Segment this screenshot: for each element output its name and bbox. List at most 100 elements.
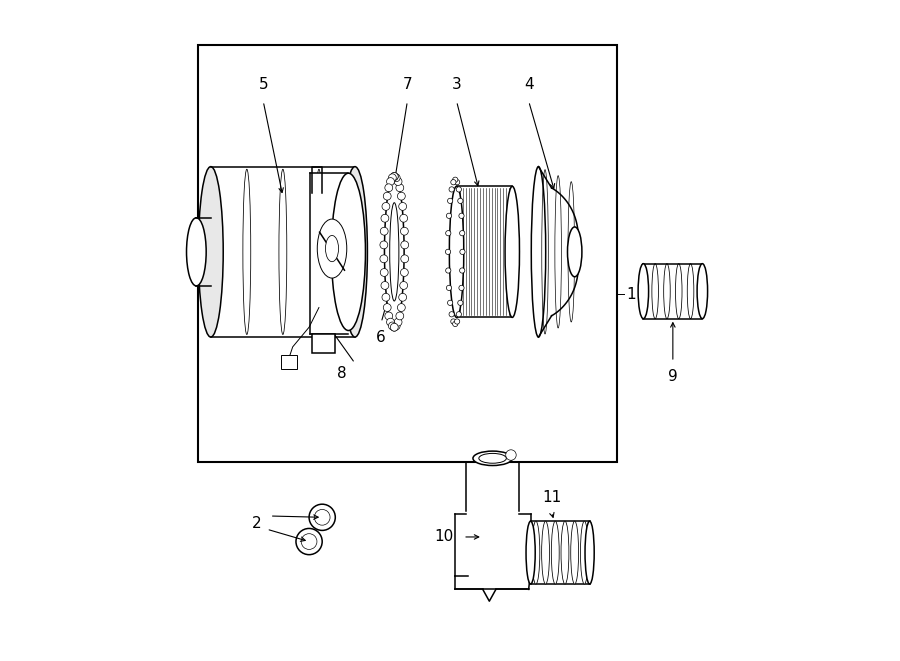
Circle shape (458, 300, 463, 305)
Circle shape (459, 214, 464, 218)
Circle shape (380, 255, 388, 262)
Ellipse shape (532, 521, 540, 584)
Circle shape (449, 187, 454, 192)
Text: 4: 4 (524, 77, 534, 92)
Circle shape (447, 198, 453, 204)
Circle shape (383, 303, 392, 311)
Circle shape (400, 241, 409, 249)
Circle shape (394, 318, 402, 326)
Circle shape (302, 533, 317, 549)
Ellipse shape (698, 264, 707, 319)
Circle shape (453, 321, 458, 327)
Circle shape (382, 202, 390, 210)
Text: 5: 5 (258, 77, 268, 92)
Ellipse shape (542, 521, 550, 584)
Text: 9: 9 (668, 369, 678, 384)
Circle shape (460, 268, 464, 273)
Circle shape (446, 286, 452, 291)
Circle shape (446, 249, 451, 254)
Circle shape (381, 282, 389, 290)
Circle shape (456, 187, 462, 192)
Ellipse shape (186, 217, 206, 286)
Ellipse shape (198, 167, 223, 337)
Circle shape (381, 214, 389, 222)
Circle shape (383, 192, 392, 200)
Circle shape (400, 255, 409, 262)
Ellipse shape (449, 186, 464, 317)
Circle shape (391, 323, 398, 331)
Ellipse shape (585, 521, 594, 584)
Text: 3: 3 (452, 77, 462, 92)
Circle shape (400, 227, 409, 235)
Ellipse shape (326, 235, 338, 262)
Circle shape (389, 322, 396, 330)
Circle shape (396, 312, 404, 320)
Text: 1: 1 (626, 287, 636, 302)
Text: 2: 2 (252, 516, 262, 531)
Ellipse shape (472, 451, 512, 465)
Ellipse shape (384, 176, 404, 327)
Ellipse shape (568, 227, 582, 277)
Circle shape (394, 178, 402, 186)
Circle shape (459, 286, 464, 291)
Circle shape (381, 268, 388, 276)
Text: 7: 7 (402, 77, 412, 92)
Circle shape (389, 174, 396, 182)
Ellipse shape (526, 521, 536, 584)
Text: 8: 8 (337, 366, 347, 381)
Ellipse shape (531, 167, 545, 337)
Circle shape (398, 192, 405, 200)
Circle shape (454, 180, 460, 185)
Circle shape (454, 319, 460, 324)
Circle shape (381, 227, 388, 235)
Circle shape (382, 293, 390, 301)
Circle shape (309, 504, 336, 530)
Circle shape (399, 293, 407, 301)
Ellipse shape (479, 453, 507, 463)
Circle shape (446, 231, 451, 236)
Circle shape (451, 180, 456, 185)
Circle shape (391, 173, 398, 180)
Bar (281, 356, 297, 369)
Text: 11: 11 (542, 490, 562, 505)
Circle shape (460, 231, 464, 236)
Circle shape (506, 449, 517, 460)
Circle shape (447, 300, 453, 305)
Circle shape (314, 510, 330, 525)
Text: 10: 10 (434, 529, 453, 545)
Circle shape (446, 268, 451, 273)
Circle shape (387, 318, 394, 326)
Circle shape (392, 322, 400, 330)
Circle shape (385, 312, 392, 320)
Circle shape (449, 312, 454, 317)
Ellipse shape (505, 186, 519, 317)
Circle shape (400, 282, 408, 290)
Ellipse shape (552, 521, 559, 584)
Bar (198, 46, 617, 461)
Circle shape (453, 177, 458, 182)
Circle shape (400, 268, 409, 276)
Ellipse shape (390, 203, 399, 301)
Circle shape (458, 198, 463, 204)
Ellipse shape (580, 521, 589, 584)
Text: 6: 6 (376, 330, 386, 344)
Ellipse shape (561, 521, 569, 584)
Circle shape (380, 241, 388, 249)
Ellipse shape (343, 167, 367, 337)
Circle shape (387, 178, 394, 186)
Bar (312, 334, 336, 354)
Circle shape (385, 184, 392, 192)
Circle shape (446, 214, 452, 218)
Circle shape (456, 312, 462, 317)
Circle shape (460, 249, 465, 254)
Circle shape (398, 303, 405, 311)
Ellipse shape (638, 264, 649, 319)
Circle shape (392, 174, 400, 182)
Circle shape (451, 319, 456, 324)
Circle shape (391, 323, 398, 331)
Circle shape (391, 173, 398, 180)
Ellipse shape (318, 219, 346, 278)
Circle shape (400, 214, 408, 222)
Circle shape (399, 202, 407, 210)
Circle shape (296, 528, 322, 555)
